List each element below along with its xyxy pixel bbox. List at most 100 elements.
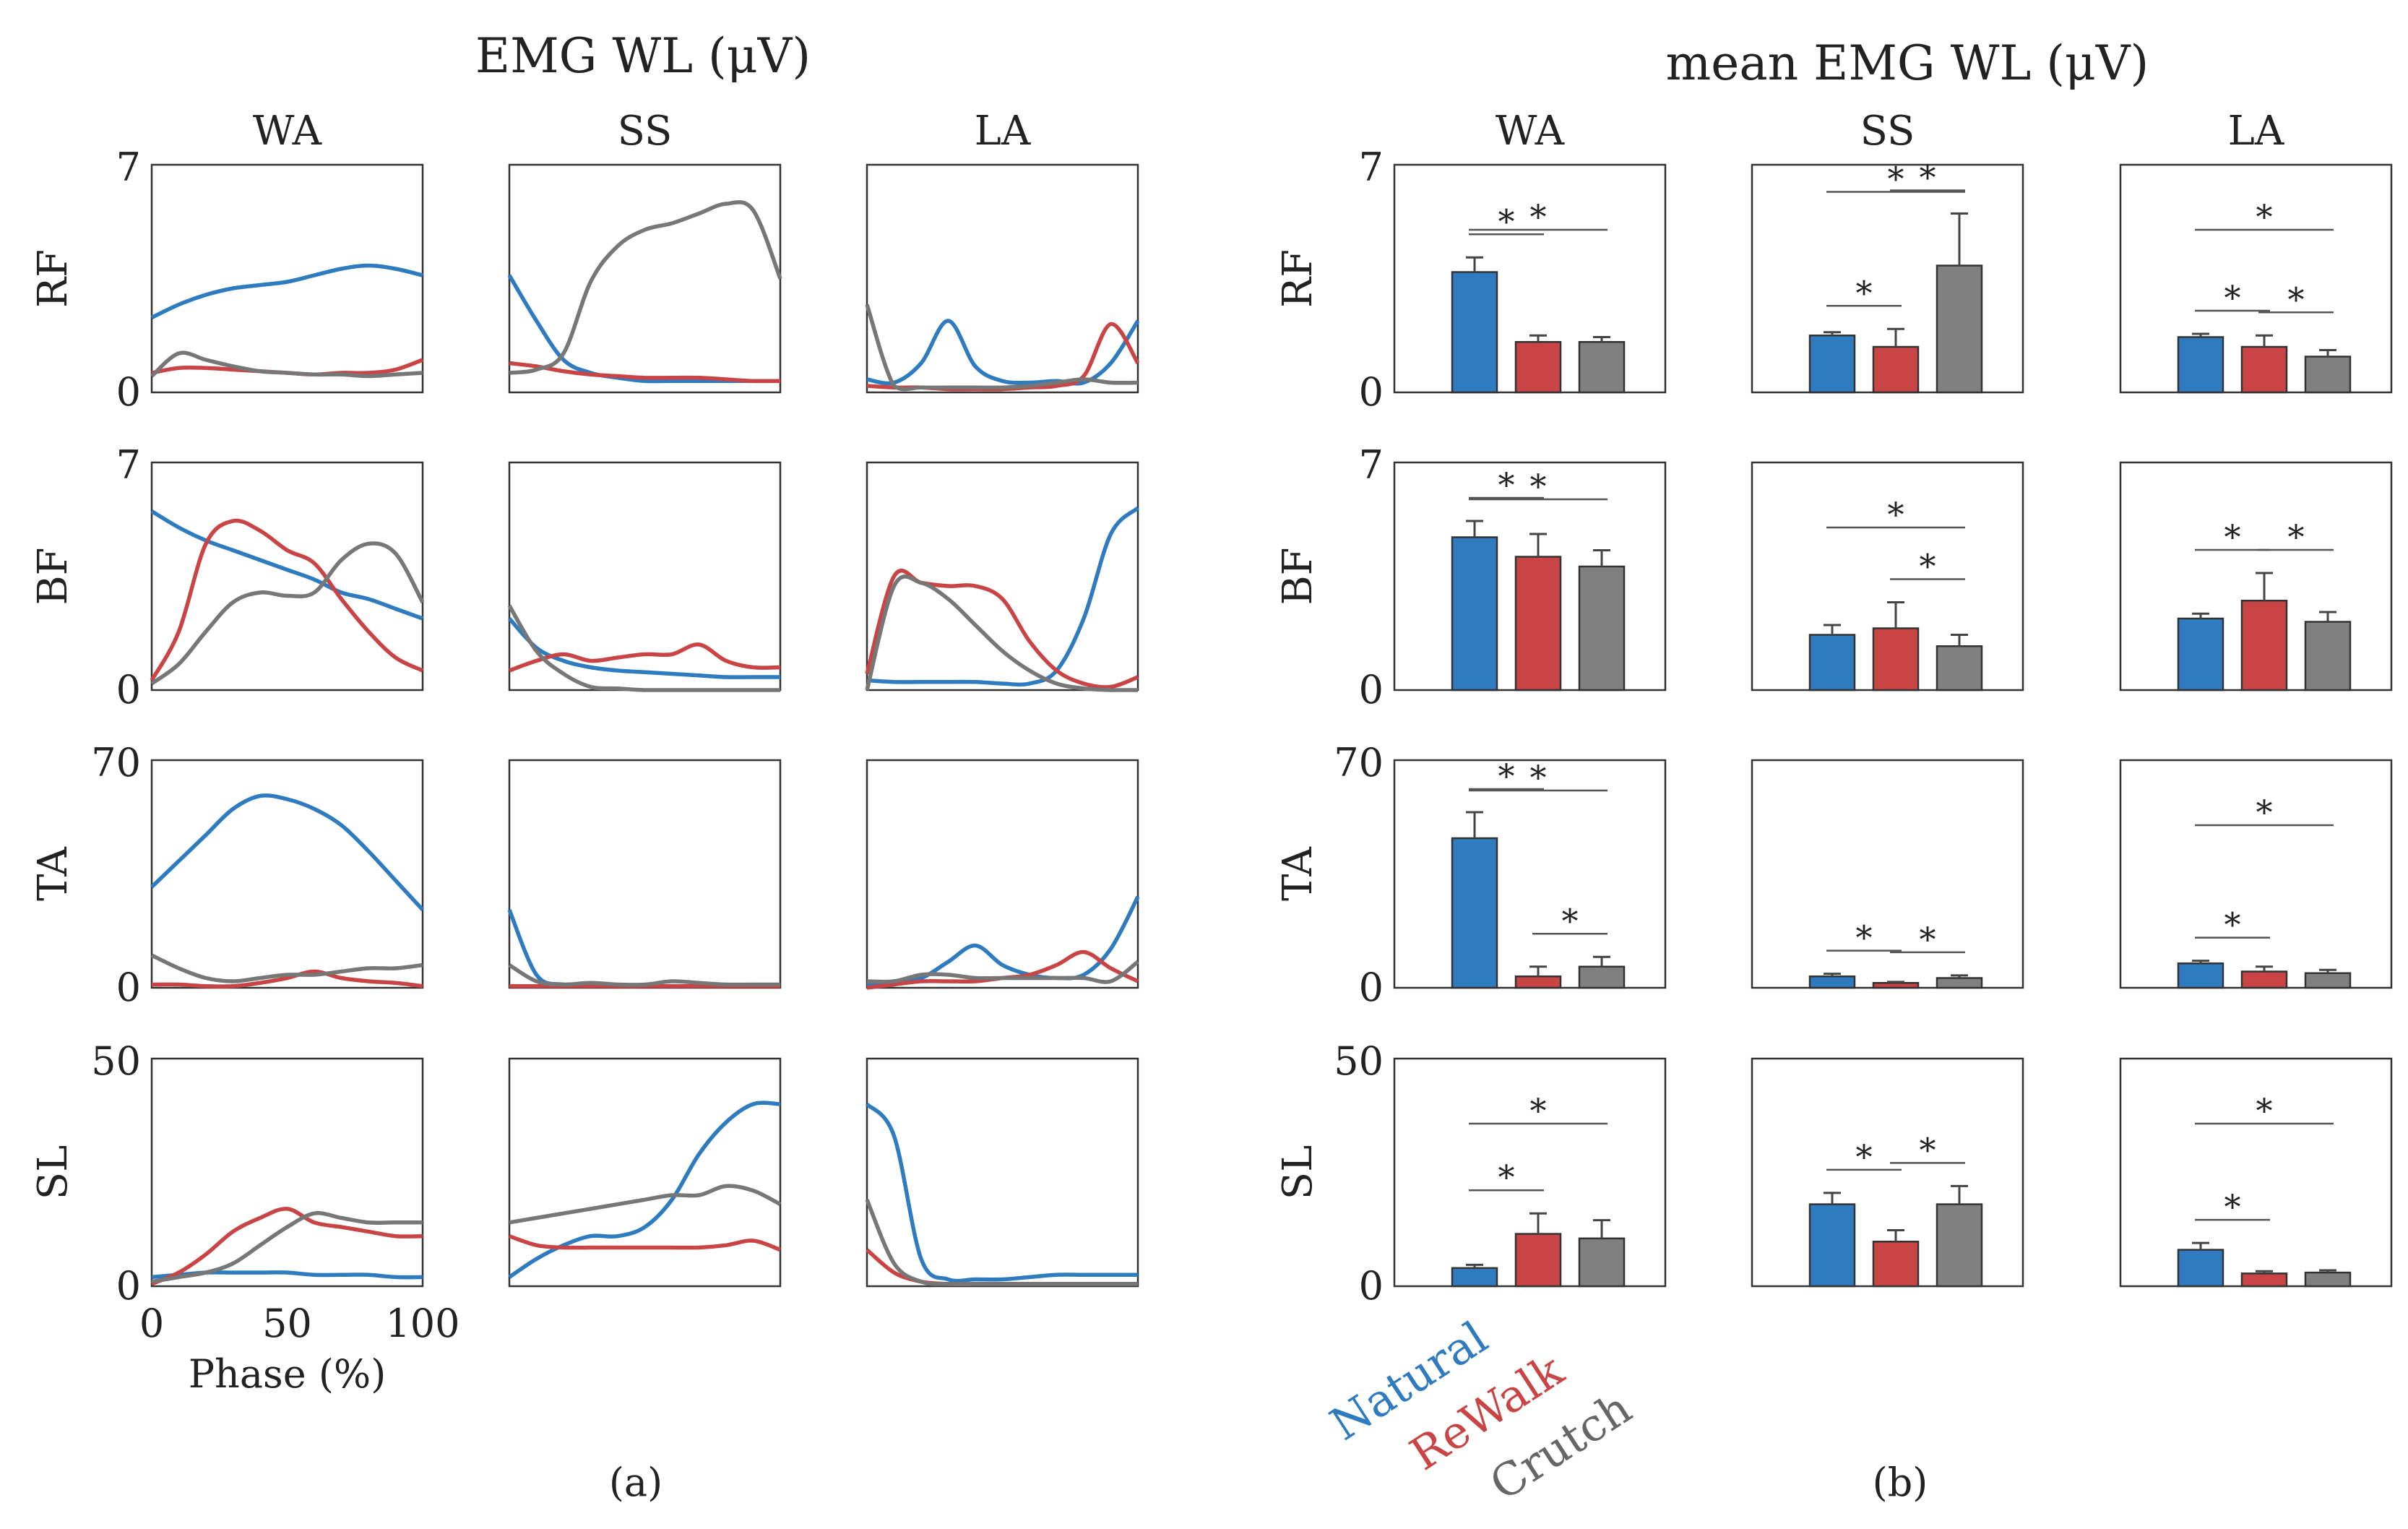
significance-star: * [1530,758,1547,797]
series-line-crutch [509,1184,782,1225]
axes-frame [866,759,1139,989]
bar-rewalk [1872,982,1920,989]
bar-natural [2177,336,2224,394]
series-line-crutch [150,541,425,686]
line-panel-rf-ss [507,163,782,394]
bar-panel-bf-wa: * * [1393,461,1667,692]
series-line-crutch [508,963,780,987]
bar-y-tick-zero: 0 [1359,667,1384,712]
panel-label-b: (b) [1873,1460,1928,1505]
axes-frame [150,461,424,692]
series-line-crutch [507,604,780,692]
significance-star: * [2224,517,2241,556]
bar-crutch [1936,1203,1983,1288]
bar-crutch [1578,1237,1626,1288]
line-panel-bf-wa [150,461,425,692]
significance-star: * [1562,901,1579,940]
line-panel-ta-la [866,759,1140,990]
line-panel-sl-wa [150,1057,424,1288]
axes-frame [1751,759,2024,989]
bar-column-label-wa: WA [1496,108,1565,155]
x-tick-label: 100 [385,1301,459,1346]
series-line-rewalk [509,361,781,384]
y-tick-zero: 0 [116,965,141,1010]
bar-crutch [2304,972,2352,989]
bar-row-label-ta: TA [1274,847,1321,901]
bar-crutch [2304,621,2352,692]
series-line-natural [150,509,423,621]
significance-star: * [1888,495,1904,534]
panel-label-a: (a) [609,1460,663,1505]
title-line-panels: EMG WL (μV) [475,28,811,84]
bar-natural [1451,1267,1498,1288]
series-line-natural [150,793,425,911]
series-line-natural [508,1101,781,1279]
y-tick-max: 50 [91,1038,141,1084]
series-line-natural [507,617,780,679]
bar-panel-sl-la: ** [2119,1057,2393,1288]
bar-natural [1808,975,1856,989]
bar-rewalk [1514,1233,1562,1288]
significance-star: * [1920,158,1936,197]
axes-frame [508,163,782,394]
bar-crutch [2304,1271,2352,1288]
y-tick-max: 7 [116,442,141,488]
axes-frame [150,1057,424,1288]
row-label-rf: RF [30,249,77,308]
series-line-crutch [509,200,782,375]
bar-crutch [1578,965,1626,989]
x-axis-label: Phase (%) [189,1351,387,1397]
bar-y-tick-max: 7 [1359,145,1384,190]
bar-row-label-bf: BF [1274,547,1321,605]
significance-star: * [2256,793,2273,832]
significance-star: * [1856,273,1873,312]
line-panel-bf-la [865,461,1139,692]
significance-star: * [1888,160,1904,199]
bar-panel-ta-wa: * * * [1393,757,1667,989]
significance-star: * [1498,202,1515,241]
column-label-ss: SS [618,108,673,155]
line-panel-bf-ss [507,461,782,692]
significance-star: * [2256,197,2273,236]
significance-star: * [2224,905,2241,944]
bar-crutch [1578,565,1626,692]
bar-panel-bf-la: * * [2119,461,2393,692]
row-label-bf: BF [30,547,77,605]
bar-rewalk [1872,345,1920,394]
line-panel-sl-la [865,1057,1139,1288]
bar-rewalk [2240,345,2288,394]
series-line-crutch [150,953,423,983]
bar-panel-bf-ss: ** [1751,461,2024,692]
significance-star: * [2288,517,2305,556]
line-panel-sl-ss [508,1057,782,1288]
line-panel-rf-wa [150,163,424,394]
bar-panel-sl-wa: ** [1393,1057,1667,1288]
series-line-crutch [865,1199,1138,1286]
axes-frame [508,759,782,989]
title-bar-panels: mean EMG WL (μV) [1666,35,2149,91]
bar-rewalk [1514,556,1562,692]
significance-star: * [1498,757,1515,796]
bar-natural [2177,1249,2224,1288]
bar-panel-rf-ss: * * * [1751,158,2024,394]
bar-panel-ta-ss: * * [1751,759,2024,989]
series-line-crutch [865,303,1139,392]
x-tick-label: 50 [262,1301,312,1346]
row-label-ta: TA [30,847,77,901]
significance-star: * [1856,918,1873,957]
x-tick-label: 0 [139,1301,164,1346]
bar-y-tick-max: 70 [1334,740,1384,785]
series-line-rewalk [151,969,423,989]
bar-y-tick-zero: 0 [1359,1263,1384,1309]
series-line-natural [866,506,1139,687]
series-line-natural [507,908,780,989]
bar-column-label-la: LA [2228,108,2284,155]
significance-star: * [1530,467,1547,506]
column-label-la: LA [975,108,1031,155]
y-tick-zero: 0 [116,369,141,415]
series-line-rewalk [509,642,781,673]
axes-frame [866,163,1139,394]
bar-crutch [1936,645,1983,692]
series-line-rewalk [150,518,424,681]
bar-rewalk [1872,1241,1920,1288]
